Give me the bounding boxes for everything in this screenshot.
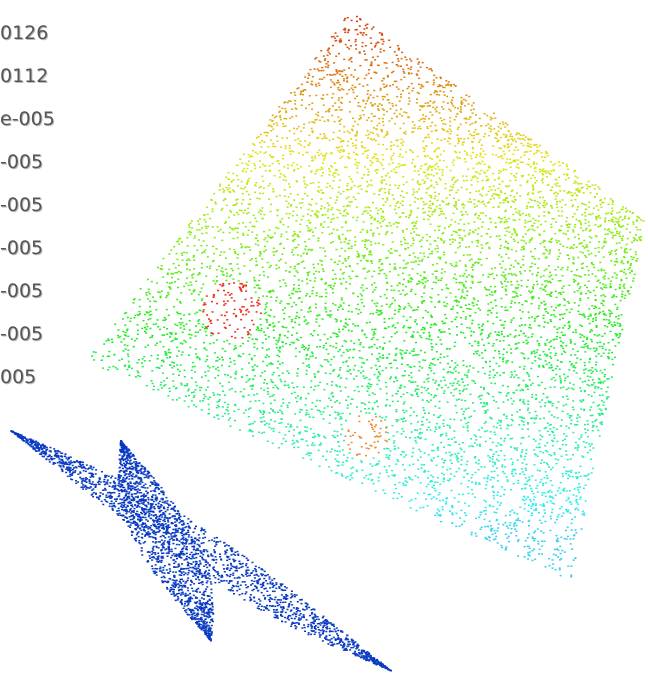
colorbar-label: -005	[0, 194, 44, 216]
colorbar-label: 0112	[0, 65, 49, 87]
colorbar-label: 005	[0, 366, 37, 388]
colorbar-label: 0126	[0, 22, 49, 44]
colorbar-label: -005	[0, 237, 44, 259]
colorbar-label: -005	[0, 323, 44, 345]
colorbar-label: e-005	[0, 108, 55, 130]
colorbar-label: -005	[0, 280, 44, 302]
colorbar-label: -005	[0, 151, 44, 173]
